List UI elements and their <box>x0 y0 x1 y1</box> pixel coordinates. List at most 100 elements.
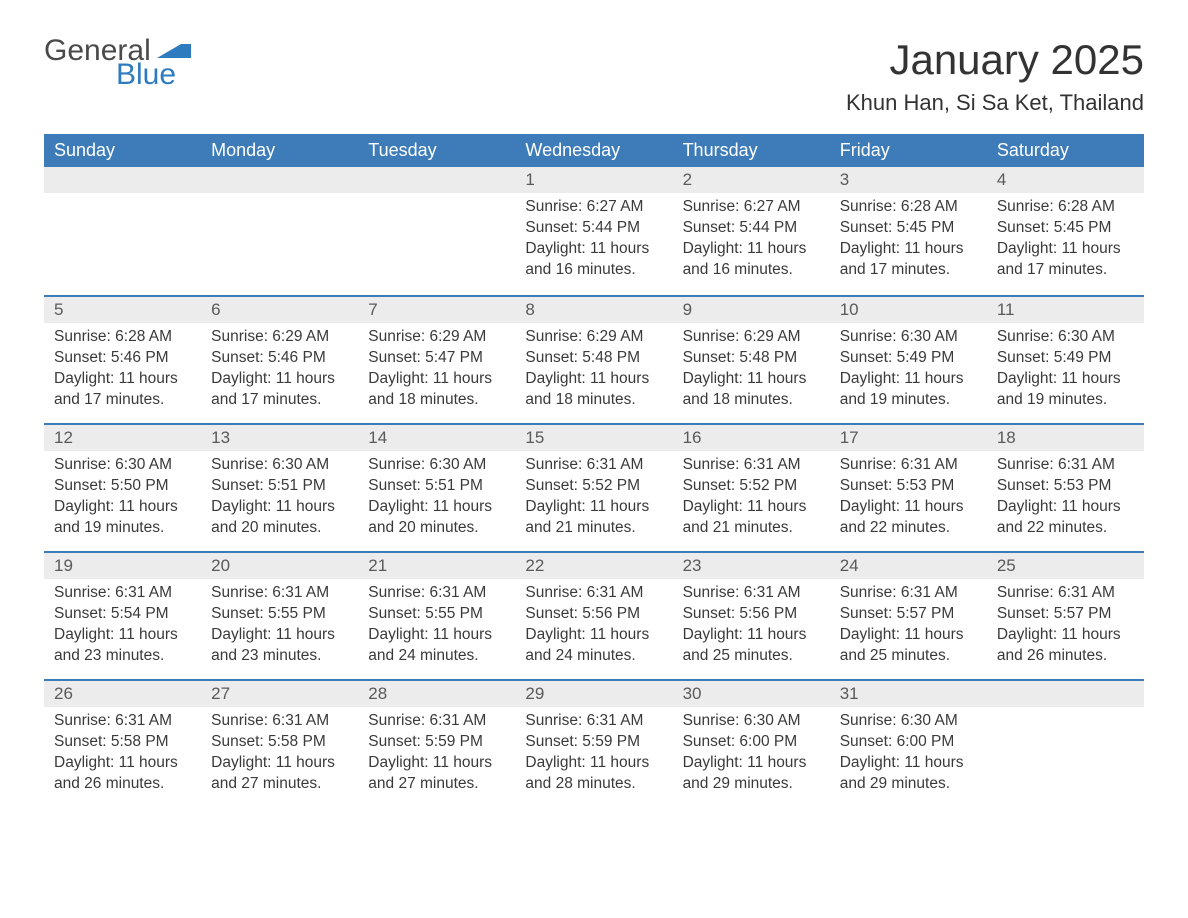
sunrise-line: Sunrise: 6:29 AM <box>525 327 662 348</box>
sunrise-line: Sunrise: 6:29 AM <box>368 327 505 348</box>
sunrise-line: Sunrise: 6:30 AM <box>840 711 977 732</box>
daylight-line: Daylight: 11 hours and 18 minutes. <box>368 369 505 411</box>
sunrise-line: Sunrise: 6:31 AM <box>211 583 348 604</box>
sunset-line: Sunset: 5:50 PM <box>54 476 191 497</box>
sunset-line: Sunset: 5:47 PM <box>368 348 505 369</box>
day-body: Sunrise: 6:30 AMSunset: 5:51 PMDaylight:… <box>358 451 515 549</box>
sunset-line: Sunset: 5:57 PM <box>997 604 1134 625</box>
calendar-cell: 11Sunrise: 6:30 AMSunset: 5:49 PMDayligh… <box>987 295 1144 423</box>
sunset-line: Sunset: 6:00 PM <box>840 732 977 753</box>
day-number: 4 <box>987 167 1144 193</box>
daylight-line: Daylight: 11 hours and 17 minutes. <box>840 239 977 281</box>
day-body: Sunrise: 6:30 AMSunset: 6:00 PMDaylight:… <box>673 707 830 805</box>
daylight-line: Daylight: 11 hours and 29 minutes. <box>683 753 820 795</box>
day-number: 10 <box>830 295 987 323</box>
sunset-line: Sunset: 5:48 PM <box>683 348 820 369</box>
day-body: Sunrise: 6:31 AMSunset: 5:54 PMDaylight:… <box>44 579 201 677</box>
day-body: Sunrise: 6:31 AMSunset: 5:57 PMDaylight:… <box>830 579 987 677</box>
sunrise-line: Sunrise: 6:30 AM <box>997 327 1134 348</box>
daylight-line: Daylight: 11 hours and 17 minutes. <box>997 239 1134 281</box>
day-body: Sunrise: 6:29 AMSunset: 5:48 PMDaylight:… <box>673 323 830 421</box>
day-number: 14 <box>358 423 515 451</box>
title-block: January 2025 Khun Han, Si Sa Ket, Thaila… <box>846 36 1144 116</box>
daylight-line: Daylight: 11 hours and 28 minutes. <box>525 753 662 795</box>
day-number: 12 <box>44 423 201 451</box>
daylight-line: Daylight: 11 hours and 16 minutes. <box>683 239 820 281</box>
dow-header: Wednesday <box>515 134 672 167</box>
sunrise-line: Sunrise: 6:30 AM <box>683 711 820 732</box>
calendar-cell: 16Sunrise: 6:31 AMSunset: 5:52 PMDayligh… <box>673 423 830 551</box>
sunset-line: Sunset: 5:59 PM <box>525 732 662 753</box>
empty-day-bar <box>358 167 515 193</box>
sunrise-line: Sunrise: 6:27 AM <box>525 197 662 218</box>
daylight-line: Daylight: 11 hours and 25 minutes. <box>840 625 977 667</box>
sunrise-line: Sunrise: 6:31 AM <box>211 711 348 732</box>
header: General Blue January 2025 Khun Han, Si S… <box>44 36 1144 116</box>
sunrise-line: Sunrise: 6:29 AM <box>211 327 348 348</box>
sunrise-line: Sunrise: 6:28 AM <box>997 197 1134 218</box>
sunset-line: Sunset: 5:53 PM <box>840 476 977 497</box>
day-number: 3 <box>830 167 987 193</box>
daylight-line: Daylight: 11 hours and 29 minutes. <box>840 753 977 795</box>
sunrise-line: Sunrise: 6:31 AM <box>840 583 977 604</box>
sunrise-line: Sunrise: 6:31 AM <box>525 711 662 732</box>
sunset-line: Sunset: 5:58 PM <box>54 732 191 753</box>
calendar-cell <box>358 167 515 295</box>
day-body: Sunrise: 6:30 AMSunset: 5:50 PMDaylight:… <box>44 451 201 549</box>
dow-header: Friday <box>830 134 987 167</box>
calendar-cell: 10Sunrise: 6:30 AMSunset: 5:49 PMDayligh… <box>830 295 987 423</box>
sunrise-line: Sunrise: 6:28 AM <box>54 327 191 348</box>
sunrise-line: Sunrise: 6:31 AM <box>368 583 505 604</box>
sunrise-line: Sunrise: 6:31 AM <box>54 583 191 604</box>
daylight-line: Daylight: 11 hours and 27 minutes. <box>368 753 505 795</box>
sunset-line: Sunset: 5:57 PM <box>840 604 977 625</box>
daylight-line: Daylight: 11 hours and 23 minutes. <box>211 625 348 667</box>
sunset-line: Sunset: 5:46 PM <box>54 348 191 369</box>
calendar-cell: 20Sunrise: 6:31 AMSunset: 5:55 PMDayligh… <box>201 551 358 679</box>
sunset-line: Sunset: 5:46 PM <box>211 348 348 369</box>
day-body: Sunrise: 6:30 AMSunset: 5:49 PMDaylight:… <box>830 323 987 421</box>
daylight-line: Daylight: 11 hours and 19 minutes. <box>54 497 191 539</box>
sunset-line: Sunset: 5:52 PM <box>683 476 820 497</box>
daylight-line: Daylight: 11 hours and 18 minutes. <box>525 369 662 411</box>
calendar-cell <box>987 679 1144 807</box>
calendar-cell: 4Sunrise: 6:28 AMSunset: 5:45 PMDaylight… <box>987 167 1144 295</box>
sunrise-line: Sunrise: 6:31 AM <box>683 583 820 604</box>
day-number: 19 <box>44 551 201 579</box>
sunset-line: Sunset: 5:44 PM <box>683 218 820 239</box>
day-body: Sunrise: 6:29 AMSunset: 5:48 PMDaylight:… <box>515 323 672 421</box>
daylight-line: Daylight: 11 hours and 17 minutes. <box>54 369 191 411</box>
day-body: Sunrise: 6:30 AMSunset: 6:00 PMDaylight:… <box>830 707 987 805</box>
day-number: 27 <box>201 679 358 707</box>
sunset-line: Sunset: 5:51 PM <box>368 476 505 497</box>
calendar-cell: 12Sunrise: 6:30 AMSunset: 5:50 PMDayligh… <box>44 423 201 551</box>
sunset-line: Sunset: 5:55 PM <box>211 604 348 625</box>
logo: General Blue <box>44 36 193 90</box>
day-body: Sunrise: 6:29 AMSunset: 5:46 PMDaylight:… <box>201 323 358 421</box>
day-number: 31 <box>830 679 987 707</box>
sunset-line: Sunset: 5:52 PM <box>525 476 662 497</box>
calendar-header-row: SundayMondayTuesdayWednesdayThursdayFrid… <box>44 134 1144 167</box>
dow-header: Saturday <box>987 134 1144 167</box>
daylight-line: Daylight: 11 hours and 20 minutes. <box>211 497 348 539</box>
sunset-line: Sunset: 5:59 PM <box>368 732 505 753</box>
calendar-cell: 25Sunrise: 6:31 AMSunset: 5:57 PMDayligh… <box>987 551 1144 679</box>
sunrise-line: Sunrise: 6:30 AM <box>840 327 977 348</box>
calendar-cell: 7Sunrise: 6:29 AMSunset: 5:47 PMDaylight… <box>358 295 515 423</box>
calendar-cell: 24Sunrise: 6:31 AMSunset: 5:57 PMDayligh… <box>830 551 987 679</box>
sunset-line: Sunset: 6:00 PM <box>683 732 820 753</box>
daylight-line: Daylight: 11 hours and 19 minutes. <box>840 369 977 411</box>
sunrise-line: Sunrise: 6:31 AM <box>997 455 1134 476</box>
calendar-cell: 30Sunrise: 6:30 AMSunset: 6:00 PMDayligh… <box>673 679 830 807</box>
calendar-cell: 3Sunrise: 6:28 AMSunset: 5:45 PMDaylight… <box>830 167 987 295</box>
empty-day-bar <box>201 167 358 193</box>
day-body: Sunrise: 6:31 AMSunset: 5:59 PMDaylight:… <box>515 707 672 805</box>
daylight-line: Daylight: 11 hours and 24 minutes. <box>525 625 662 667</box>
day-number: 18 <box>987 423 1144 451</box>
sunrise-line: Sunrise: 6:31 AM <box>525 583 662 604</box>
sunrise-line: Sunrise: 6:31 AM <box>683 455 820 476</box>
calendar-cell: 6Sunrise: 6:29 AMSunset: 5:46 PMDaylight… <box>201 295 358 423</box>
day-body: Sunrise: 6:27 AMSunset: 5:44 PMDaylight:… <box>515 193 672 291</box>
day-number: 11 <box>987 295 1144 323</box>
day-body: Sunrise: 6:31 AMSunset: 5:52 PMDaylight:… <box>673 451 830 549</box>
